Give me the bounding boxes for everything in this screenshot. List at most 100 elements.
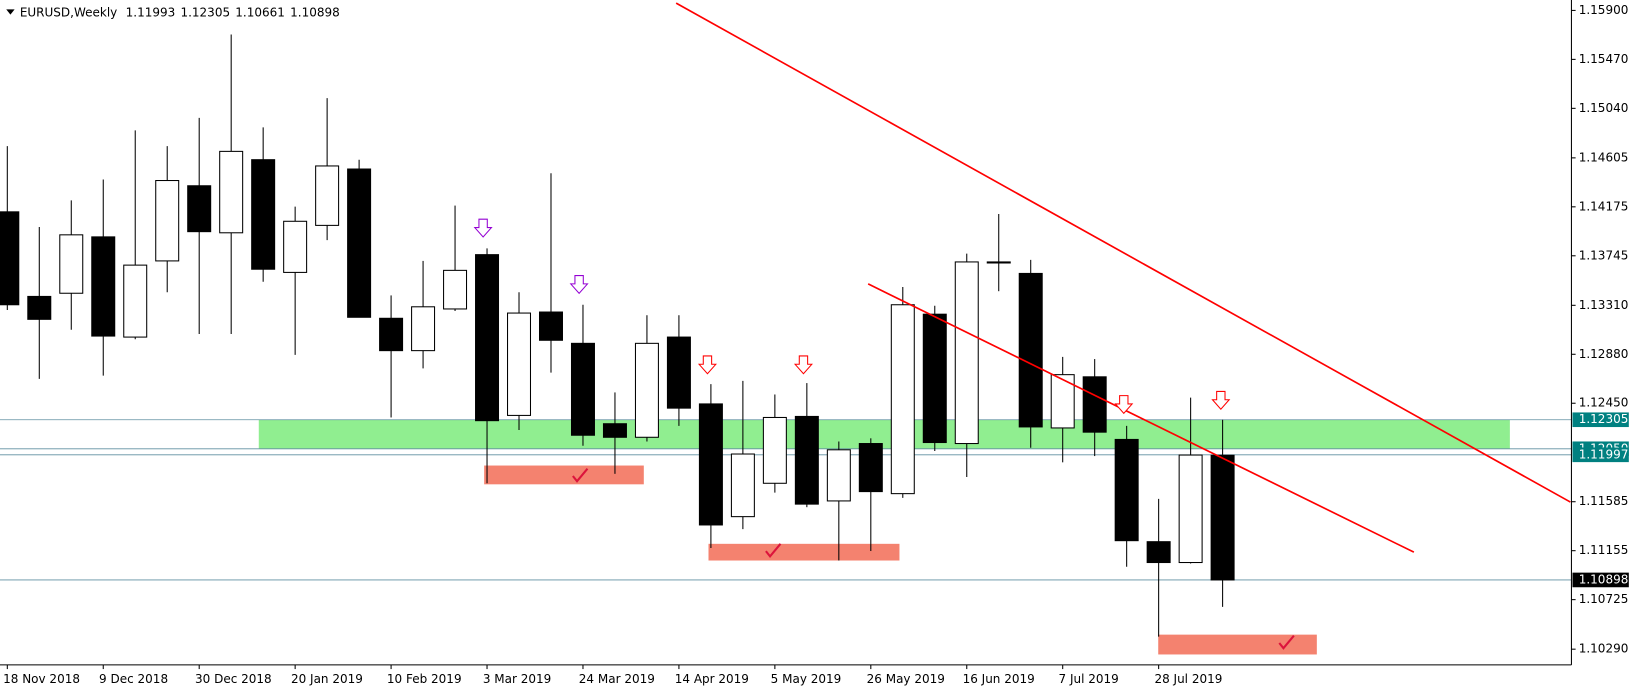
check-mark	[1278, 635, 1295, 650]
candle-body	[91, 236, 116, 337]
menu-triangle	[6, 9, 15, 15]
y-tick-label: 1.15900	[1579, 3, 1629, 17]
candle-body	[1082, 376, 1107, 433]
candle-body	[219, 150, 244, 234]
level-label: 1.12305	[1579, 412, 1629, 426]
x-tick-label: 26 May 2019	[867, 672, 945, 686]
candle-body	[315, 165, 340, 226]
y-tick-label: 1.13310	[1579, 298, 1629, 312]
x-tick-label: 30 Dec 2018	[195, 672, 272, 686]
x-tick-label: 3 Mar 2019	[483, 672, 551, 686]
candle-body	[507, 312, 532, 416]
candle-body	[475, 254, 500, 422]
candle-body	[283, 220, 308, 273]
open-value: 1.11993	[126, 5, 176, 19]
y-tick-label: 1.12450	[1579, 396, 1629, 410]
candle-body	[1178, 454, 1203, 564]
candle-body	[347, 168, 372, 318]
candle-body	[27, 295, 52, 320]
y-tick-label: 1.15470	[1579, 52, 1629, 66]
candle-body	[922, 313, 947, 444]
x-tick-label: 28 Jul 2019	[1154, 672, 1222, 686]
candle-body	[1146, 541, 1171, 564]
y-tick-label: 1.12880	[1579, 347, 1629, 361]
zone-layer	[258, 419, 1510, 449]
level-label: 1.10898	[1579, 572, 1629, 586]
target-box	[484, 465, 644, 485]
candle-body	[634, 342, 659, 438]
candle-body	[1018, 272, 1043, 428]
close-value: 1.10898	[290, 5, 340, 19]
candle-body	[570, 342, 595, 436]
candles	[0, 34, 1235, 637]
y-tick-label: 1.11585	[1579, 494, 1629, 508]
symbol: EURUSD,Weekly	[20, 5, 117, 19]
trendline	[675, 2, 1571, 503]
candle-body	[890, 304, 915, 495]
candle-body	[59, 234, 84, 294]
x-tick-label: 5 May 2019	[771, 672, 842, 686]
y-tick-label: 1.10725	[1579, 592, 1629, 606]
candle-body	[794, 415, 819, 505]
arrow-down	[1211, 390, 1231, 410]
target-box	[1158, 634, 1317, 655]
x-tick-label: 16 Jun 2019	[963, 672, 1035, 686]
level-label-bg	[1572, 412, 1629, 428]
candle-body	[730, 453, 755, 518]
candle-body	[954, 261, 979, 445]
x-tick-label: 14 Apr 2019	[675, 672, 749, 686]
candle-body	[538, 311, 563, 341]
x-tick-label: 24 Mar 2019	[579, 672, 655, 686]
level-label-bg	[1572, 572, 1629, 588]
y-tick-label: 1.15040	[1579, 101, 1629, 115]
level-label: 1.11997	[1579, 447, 1629, 461]
candle-body	[986, 261, 1011, 264]
trendline	[867, 283, 1415, 553]
candle-body	[858, 443, 883, 493]
candle-body	[155, 180, 180, 262]
candle-body	[698, 403, 723, 526]
zone	[258, 419, 1510, 449]
target-boxes	[484, 465, 1317, 655]
y-tick-label: 1.10290	[1579, 642, 1629, 656]
axis-labels: 1.15900 1.15470 1.15040 1.14605 1.14175 1.137…	[3, 3, 1628, 686]
x-tick-label: 10 Feb 2019	[387, 672, 462, 686]
candle-body	[1114, 438, 1139, 542]
low-value: 1.10661	[235, 5, 285, 19]
arrow-down	[473, 218, 493, 238]
candle-body	[379, 317, 404, 352]
header: EURUSD,Weekly 1.11993 1.12305 1.10661 1.1089…	[20, 5, 340, 19]
candle-body	[1050, 374, 1075, 429]
candle-body	[443, 269, 468, 310]
candle-body	[666, 336, 691, 409]
candle-body	[251, 159, 276, 270]
candle-body	[826, 449, 851, 502]
candle-body	[762, 416, 787, 484]
arrow-down	[697, 355, 717, 375]
candle-body	[411, 306, 436, 352]
arrow-down	[1114, 395, 1134, 415]
y-tick-label: 1.13745	[1579, 248, 1629, 262]
arrow-down	[793, 355, 813, 375]
target-box	[708, 543, 900, 561]
drawings	[473, 2, 1571, 553]
arrow-down	[569, 275, 589, 295]
y-tick-label: 1.14175	[1579, 199, 1629, 213]
high-value: 1.12305	[180, 5, 230, 19]
check-mark	[765, 543, 782, 558]
check-mark	[572, 468, 589, 483]
candle-body	[123, 264, 148, 338]
x-tick-label: 7 Jul 2019	[1059, 672, 1119, 686]
candle-body	[602, 423, 627, 438]
y-tick-label: 1.14605	[1579, 150, 1629, 164]
candle-body	[0, 211, 20, 306]
x-tick-label: 9 Dec 2018	[99, 672, 168, 686]
y-tick-label: 1.11155	[1579, 543, 1629, 557]
x-tick-label: 18 Nov 2018	[3, 672, 80, 686]
level-label-bg	[1572, 447, 1629, 463]
x-tick-label: 20 Jan 2019	[291, 672, 363, 686]
candle-body	[187, 185, 212, 233]
